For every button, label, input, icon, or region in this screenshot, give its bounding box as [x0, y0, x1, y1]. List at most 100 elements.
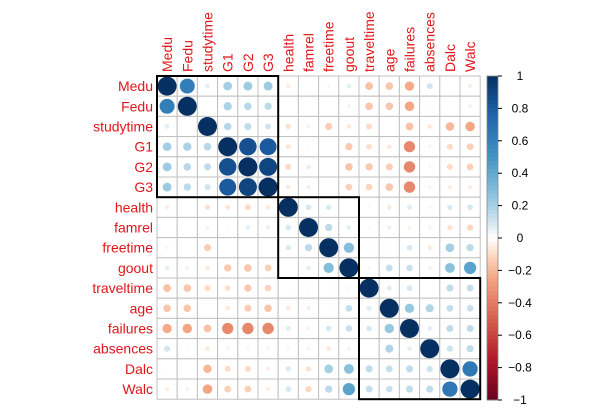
correlation-circle: [263, 81, 273, 91]
correlation-circle: [244, 264, 252, 272]
correlation-circle: [259, 157, 278, 176]
correlation-circle: [306, 326, 311, 331]
colorbar-segment: [487, 100, 498, 105]
correlation-circle: [467, 204, 473, 211]
column-label: Fedu: [179, 40, 195, 72]
colorbar-segment: [487, 169, 498, 174]
correlation-circle: [385, 344, 394, 353]
cluster-box: [156, 75, 280, 199]
correlation-circle: [466, 163, 474, 171]
row-label: Fedu: [121, 98, 153, 114]
colorbar-segment: [487, 189, 498, 194]
correlation-circle: [285, 325, 291, 332]
correlation-circle: [186, 206, 189, 209]
correlation-circle: [326, 346, 332, 352]
correlation-circle: [426, 365, 433, 373]
correlation-circle: [428, 185, 432, 189]
correlation-circle: [177, 96, 197, 116]
row-label: goout: [118, 260, 153, 276]
correlation-circle: [162, 142, 172, 152]
correlation-circle: [185, 347, 189, 351]
correlation-circle: [403, 141, 416, 153]
correlation-circle: [299, 218, 318, 237]
correlation-circle: [405, 385, 414, 393]
correlation-circle: [325, 325, 332, 332]
correlation-circle: [327, 105, 330, 108]
correlation-circle: [406, 244, 413, 251]
correlation-circle: [306, 184, 311, 190]
column-label: goout: [341, 37, 357, 72]
correlation-circle: [306, 265, 311, 271]
correlation-circle: [467, 184, 473, 190]
colorbar-segment: [487, 238, 498, 243]
correlation-circle: [339, 258, 359, 278]
correlation-circle: [286, 83, 291, 89]
colorbar-segment: [487, 274, 498, 279]
correlation-circle: [400, 319, 419, 338]
colorbar-segment: [487, 335, 498, 340]
correlation-circle: [345, 183, 353, 191]
row-label: G2: [134, 159, 153, 175]
correlation-circle: [185, 387, 190, 391]
correlation-circle: [164, 386, 170, 392]
colorbar-segment: [487, 270, 498, 275]
colorbar-segment: [487, 246, 498, 251]
colorbar-segment: [487, 395, 498, 401]
correlation-circle: [205, 83, 210, 89]
correlation-circle: [379, 298, 399, 318]
correlation-circle: [347, 346, 351, 351]
correlation-circle: [365, 163, 373, 171]
correlation-circle: [466, 345, 474, 353]
correlation-circle: [428, 287, 431, 290]
correlation-circle: [462, 361, 478, 377]
colorbar-segment: [487, 217, 498, 223]
correlation-circle: [366, 305, 372, 311]
colorbar-segment: [487, 132, 498, 138]
correlation-circle: [287, 266, 290, 269]
column-label: traveltime: [361, 11, 377, 72]
colorbar-segment: [487, 197, 498, 202]
row-label: famrel: [114, 220, 153, 236]
colorbar-segment: [487, 120, 498, 125]
correlation-circle: [407, 225, 412, 230]
correlation-circle: [428, 165, 432, 169]
colorbar-tick-label: −0.6: [508, 328, 532, 342]
colorbar-segment: [487, 383, 498, 389]
colorbar-segment: [487, 96, 498, 101]
correlation-circle: [346, 225, 352, 230]
correlation-circle: [327, 186, 330, 189]
correlation-circle: [186, 246, 189, 249]
colorbar-segment: [487, 290, 498, 296]
colorbar-segment: [487, 379, 498, 385]
correlation-circle: [264, 264, 272, 272]
correlation-circle: [447, 204, 453, 210]
correlation-circle: [386, 144, 392, 150]
correlation-circle: [405, 122, 414, 131]
correlation-circle: [407, 346, 412, 352]
colorbar-segment: [487, 124, 498, 130]
correlation-circle: [427, 124, 433, 129]
row-label: Walc: [122, 381, 153, 397]
correlation-circle: [242, 322, 254, 335]
correlation-circle: [466, 224, 474, 231]
row-label: failures: [108, 321, 153, 337]
correlation-circle: [244, 365, 251, 372]
colorbar-segment: [487, 84, 498, 89]
correlation-circle: [183, 284, 192, 292]
colorbar-segment: [487, 286, 498, 292]
correlation-circle: [285, 123, 291, 130]
correlation-circle: [203, 142, 212, 151]
colorbar-segment: [487, 205, 498, 211]
correlation-circle: [204, 184, 211, 191]
row-label: traveltime: [92, 280, 153, 296]
correlation-circle: [238, 178, 257, 197]
correlation-circle: [386, 385, 393, 393]
correlation-circle: [327, 286, 331, 290]
correlation-circle: [183, 142, 192, 151]
grid-cell: [439, 95, 461, 117]
correlation-circle: [285, 245, 291, 251]
colorbar-segment: [487, 193, 498, 198]
correlation-circle: [365, 385, 373, 393]
colorbar-tick-label: −0.8: [508, 361, 532, 375]
correlation-circle: [385, 264, 393, 272]
